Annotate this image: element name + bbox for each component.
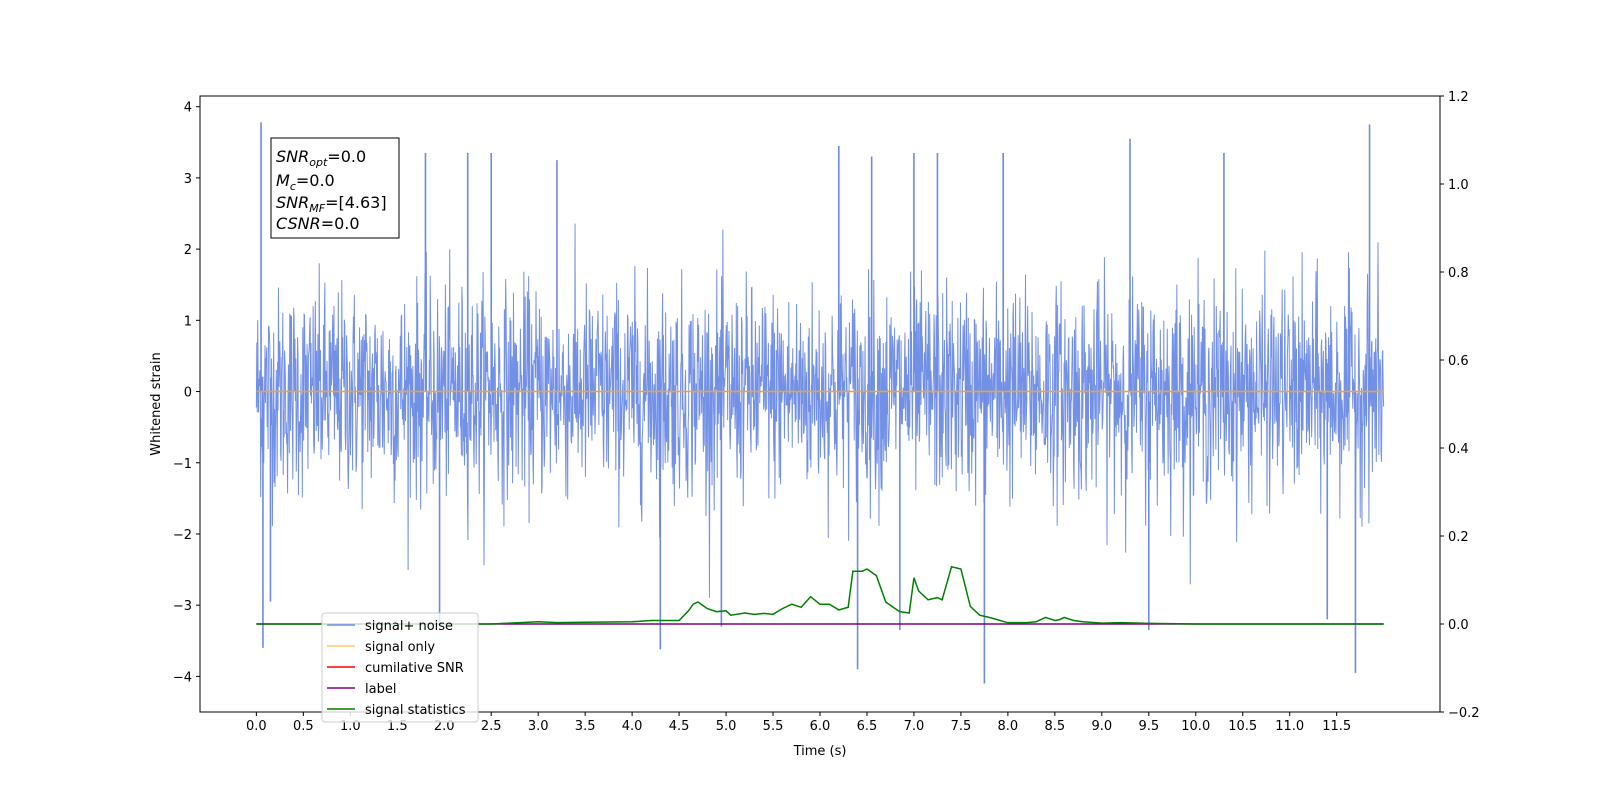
x-tick-label: 0.0 <box>246 719 267 734</box>
x-tick-label: 5.5 <box>763 719 784 734</box>
x-tick-label: 9.0 <box>1091 719 1112 734</box>
legend-box <box>321 612 479 723</box>
legend-label-signal-only: signal only <box>365 640 435 655</box>
y2-tick-label: 1.0 <box>1448 178 1469 193</box>
y2-tick-label: 1.2 <box>1448 90 1469 105</box>
y2-tick-label: 0.6 <box>1448 354 1469 369</box>
x-tick-label: 7.5 <box>951 719 972 734</box>
info-box: SNRopt=0.0 Mc=0.0 SNRMF=[4.63] CSNR=0.0 <box>270 137 400 239</box>
x-tick-label: 4.0 <box>622 719 643 734</box>
y-tick-label: −1 <box>173 457 192 472</box>
y-tick-label: −2 <box>173 528 192 543</box>
y-axis-label: Whitened strain <box>149 352 164 455</box>
y2-tick-label: 0.4 <box>1448 442 1469 457</box>
legend-label-cumilative-snr: cumilative SNR <box>365 661 464 676</box>
info-csnr: CSNR=0.0 <box>276 214 360 233</box>
x-tick-label: 6.5 <box>857 719 878 734</box>
x-tick-label: 3.5 <box>575 719 596 734</box>
info-mc: Mc=0.0 <box>276 171 335 193</box>
x-tick-label: 10.5 <box>1228 719 1257 734</box>
y-tick-label: 1 <box>184 314 192 329</box>
series-signal-statistics <box>256 565 1384 625</box>
x-tick-label: 10.0 <box>1181 719 1210 734</box>
legend: signal+ noise signal only cumilative SNR la… <box>321 612 479 723</box>
x-tick-label: 6.0 <box>810 719 831 734</box>
y-tick-label: −3 <box>173 599 192 614</box>
legend-label-signal-noise: signal+ noise <box>365 619 453 634</box>
y2-tick-label: 0.0 <box>1448 618 1469 633</box>
y-tick-label: 0 <box>184 386 192 401</box>
y2-tick-label: 0.8 <box>1448 266 1469 281</box>
y-tick-label: 3 <box>184 172 192 187</box>
x-tick-label: 8.5 <box>1045 719 1066 734</box>
x-tick-label: 1.0 <box>340 719 361 734</box>
x-tick-label: 0.5 <box>293 719 314 734</box>
y-tick-label: 4 <box>184 101 192 116</box>
x-tick-label: 9.5 <box>1138 719 1159 734</box>
x-axis-label: Time (s) <box>793 744 847 759</box>
x-tick-label: 1.5 <box>387 719 408 734</box>
y2-tick-label: −0.2 <box>1448 706 1480 721</box>
info-snr-opt: SNRopt=0.0 <box>276 147 366 169</box>
x-tick-label: 2.0 <box>434 719 455 734</box>
x-tick-label: 11.5 <box>1322 719 1351 734</box>
x-tick-label: 2.5 <box>481 719 502 734</box>
y-tick-label: 2 <box>184 243 192 258</box>
x-tick-label: 8.0 <box>998 719 1019 734</box>
x-tick-label: 3.0 <box>528 719 549 734</box>
info-snr-mf: SNRMF=[4.63] <box>276 193 387 215</box>
y2-tick-label: 0.2 <box>1448 530 1469 545</box>
x-tick-label: 4.5 <box>669 719 690 734</box>
x-tick-label: 11.0 <box>1275 719 1304 734</box>
x-tick-label: 5.0 <box>716 719 737 734</box>
legend-label-signal-statistics: signal statistics <box>365 703 466 718</box>
x-tick-label: 7.0 <box>904 719 925 734</box>
legend-label-label: label <box>365 682 396 697</box>
series-signal-noise <box>255 223 1385 598</box>
y-tick-label: −4 <box>173 670 192 685</box>
